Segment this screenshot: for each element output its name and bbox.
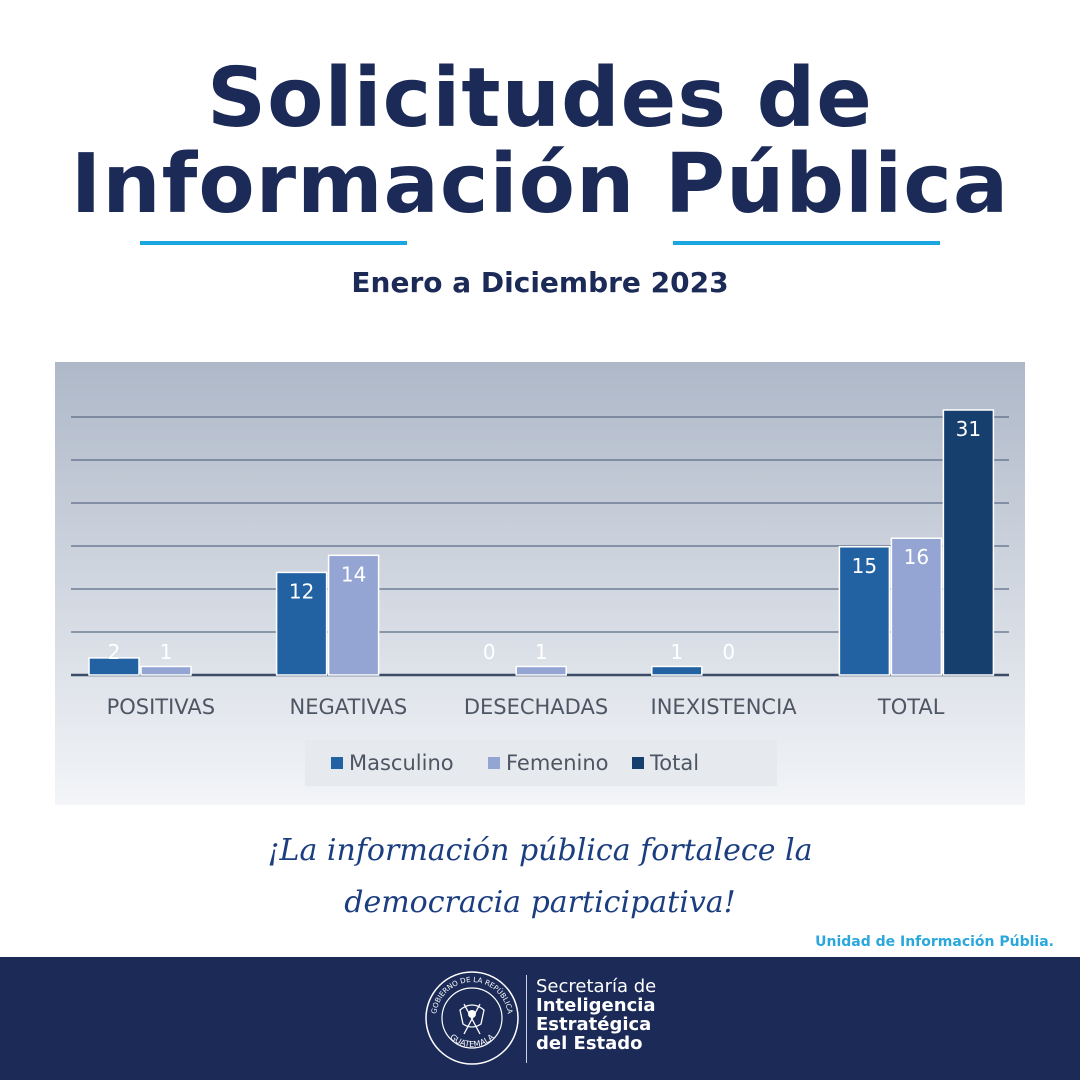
data-label: 31 [956, 417, 981, 441]
divider-right [673, 241, 940, 245]
data-label: 15 [852, 554, 877, 578]
period-subtitle: Enero a Diciembre 2023 [351, 266, 729, 299]
data-label: 2 [108, 640, 121, 664]
data-label: 12 [289, 579, 314, 603]
unit-credit: Unidad de Información Públia. [815, 934, 1054, 950]
data-label: 1 [535, 640, 548, 664]
brand-line4: del Estado [536, 1032, 643, 1054]
bar-chart: 2 1 12 14 0 1 1 0 15 16 31 POSITIVAS NEGATIVAS DESEC… [55, 362, 1025, 805]
data-label: 1 [670, 640, 683, 664]
category-label: DESECHADAS [464, 695, 608, 719]
brand-line1: Secretaría de [536, 976, 657, 997]
bar-femenino-1 [327, 554, 380, 676]
legend-swatch [331, 757, 343, 769]
bar-femenino-4 [890, 537, 943, 676]
bar-masculino-4 [838, 546, 891, 676]
seal-top-text: GOBIERNO DE LA REPÚBLICA [429, 975, 515, 1015]
legend-label: Masculino [349, 751, 454, 775]
bar-masculino-0 [88, 657, 140, 676]
category-label: NEGATIVAS [290, 695, 408, 719]
slogan-line2: democracia participativa! [344, 885, 736, 920]
legend-swatch [488, 757, 500, 769]
bar-masculino-3 [651, 665, 703, 676]
chart-svg: 2 1 12 14 0 1 1 0 15 16 31 POSITIVAS NEGATIVAS DESEC… [55, 362, 1025, 805]
category-label: INEXISTENCIA [651, 695, 798, 719]
category-label: POSITIVAS [107, 695, 215, 719]
svg-text:GOBIERNO DE LA REPÚBLICA: GOBIERNO DE LA REPÚBLICA [429, 975, 515, 1015]
bar-masculino-1 [275, 571, 328, 676]
category-label: TOTAL [877, 695, 945, 719]
brand-line3: Estratégica [536, 1013, 652, 1035]
page-title-line2: Información Pública [70, 137, 1010, 232]
legend-box [305, 740, 777, 786]
footer-divider [526, 975, 527, 1063]
svg-text:GUATEMALA: GUATEMALA [448, 1032, 496, 1049]
bar-femenino-2 [515, 665, 567, 676]
legend-label: Femenino [506, 751, 609, 775]
brand-line2: Inteligencia [536, 994, 656, 1016]
bar-femenino-0 [140, 665, 192, 676]
footer-bar [0, 957, 1080, 1080]
data-label: 0 [483, 640, 496, 664]
divider-left [140, 241, 407, 245]
legend-label: Total [649, 751, 699, 775]
footer-brand: Secretaría de Inteligencia Estratégica d… [536, 976, 657, 1054]
slogan-line1: ¡La información pública fortalece la [267, 833, 813, 868]
page-title-line1: Solicitudes de [207, 51, 873, 146]
data-label: 14 [341, 562, 366, 586]
seal-bottom-text: GUATEMALA [448, 1032, 496, 1049]
bar-total-4 [942, 409, 995, 676]
data-label: 16 [904, 545, 929, 569]
data-label: 1 [160, 640, 173, 664]
data-label: 0 [722, 640, 735, 664]
legend-swatch [632, 757, 644, 769]
guatemala-seal-icon: GOBIERNO DE LA REPÚBLICA GUATEMALA [425, 971, 519, 1065]
